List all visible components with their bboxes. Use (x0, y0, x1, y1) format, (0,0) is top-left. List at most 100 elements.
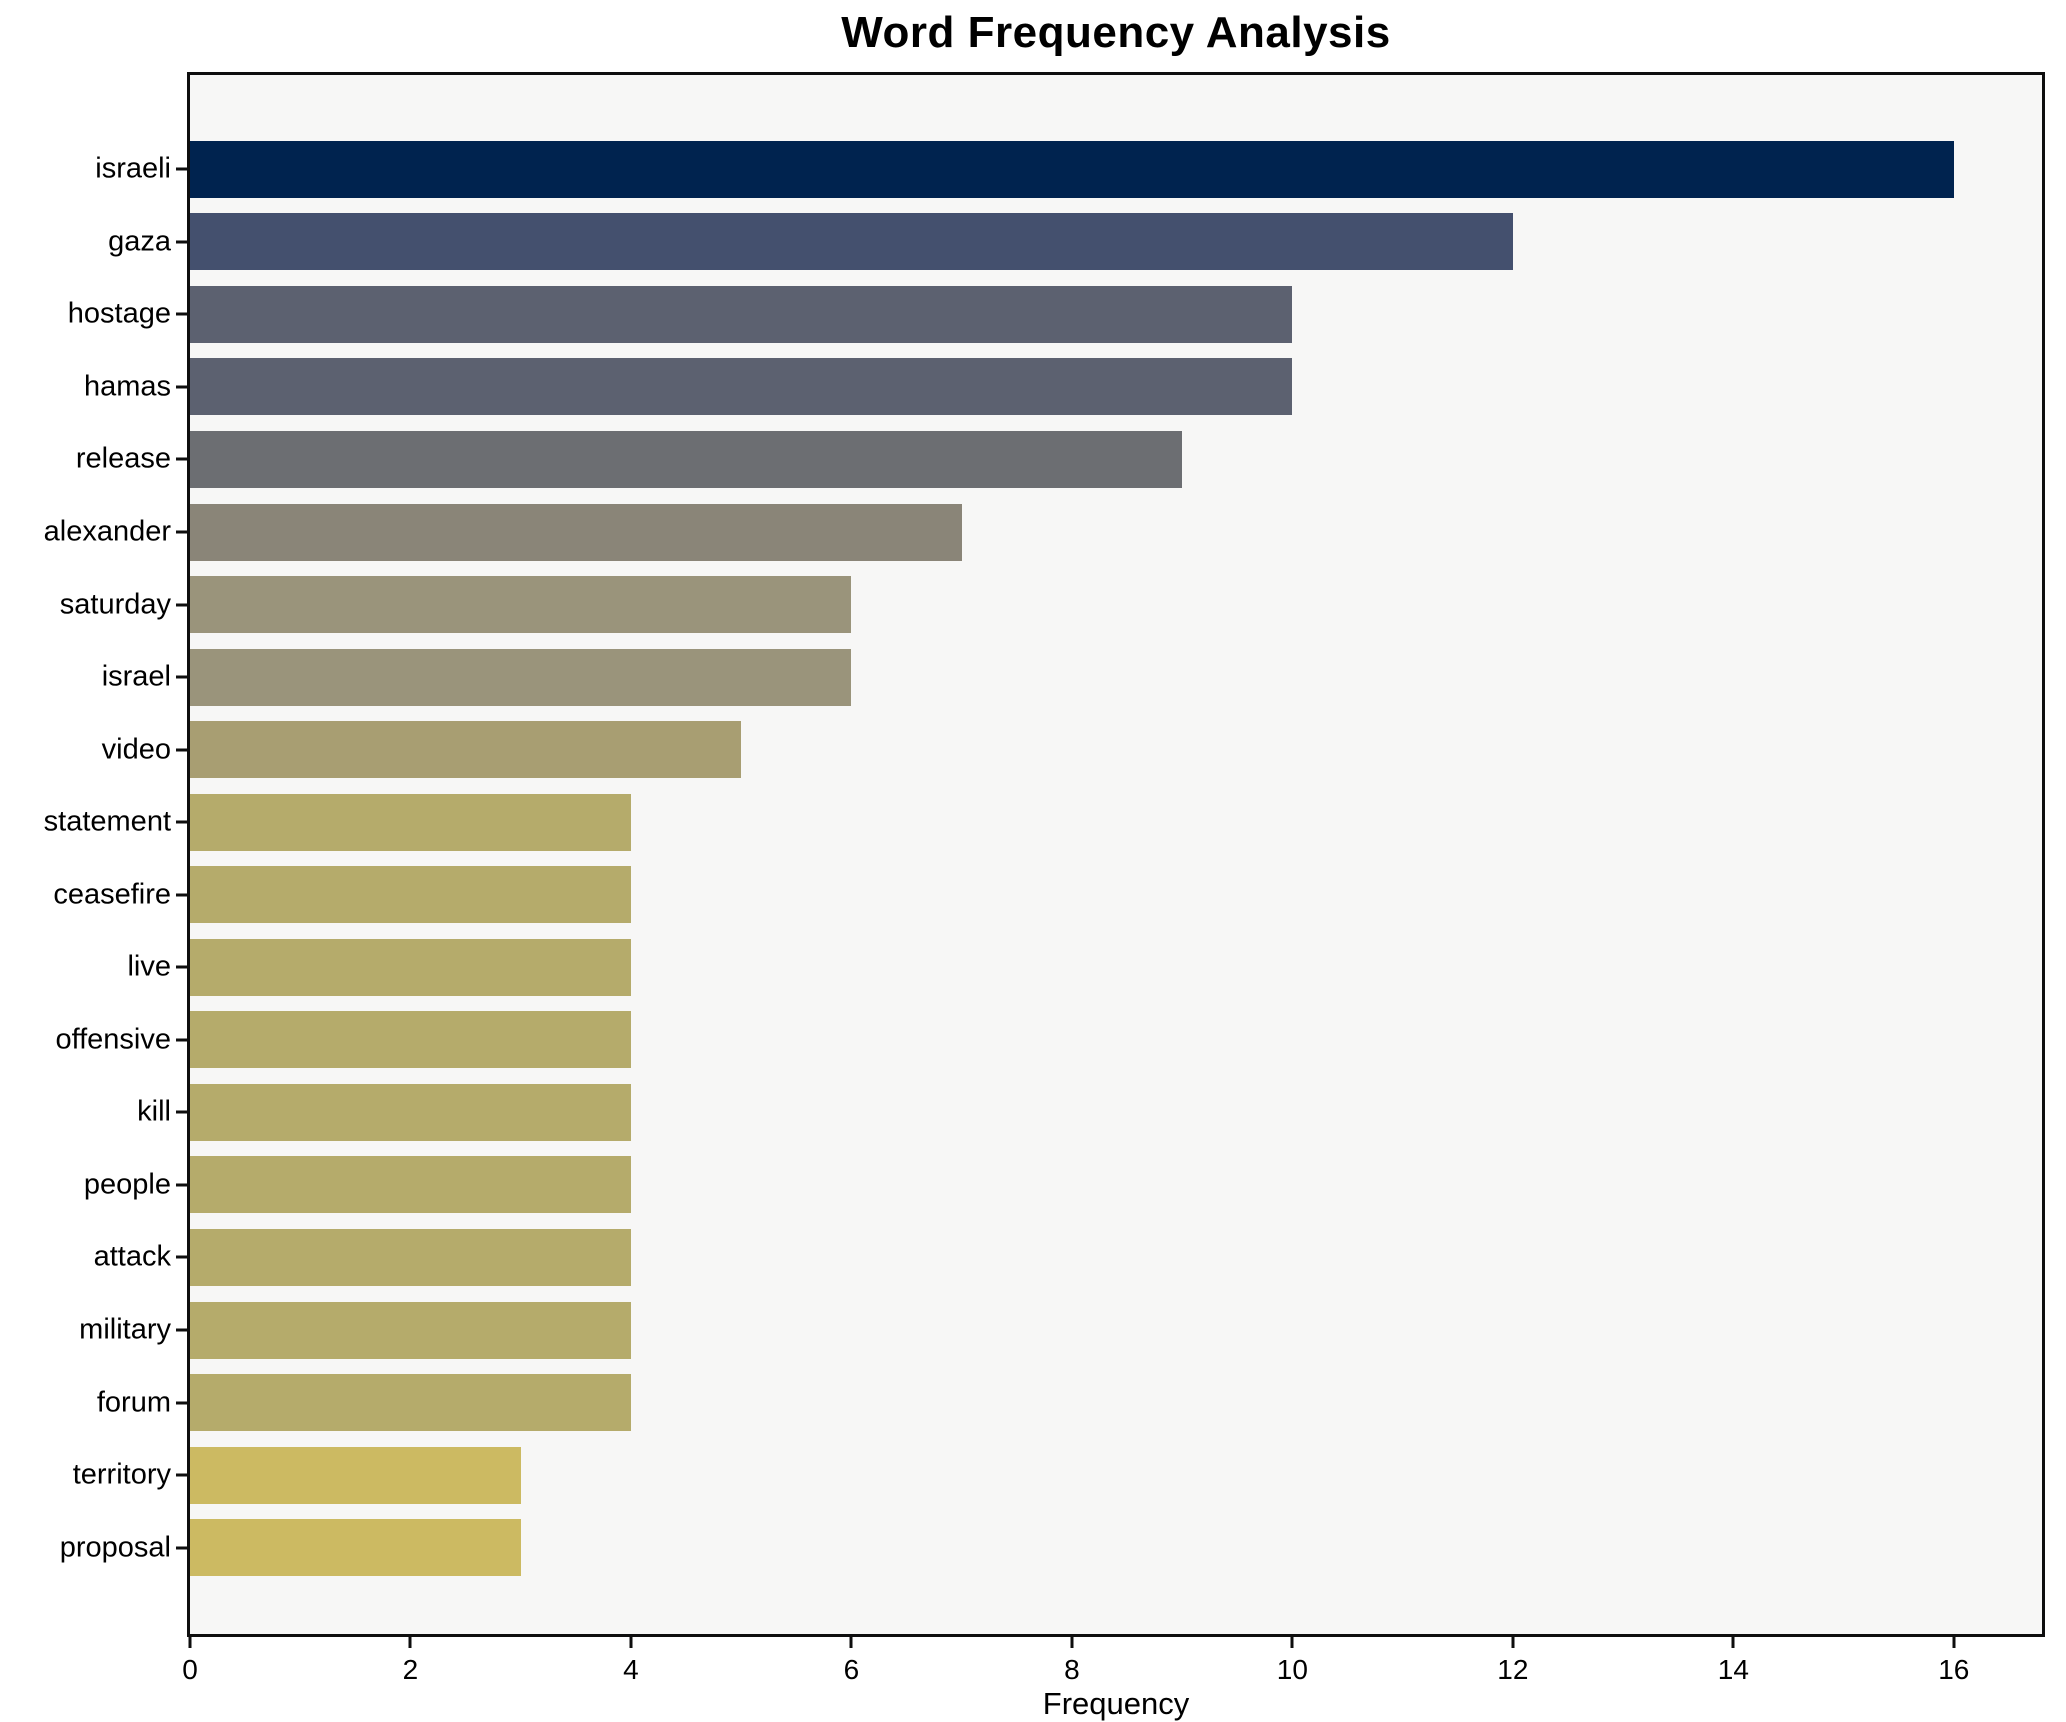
y-tick-label-military: military (79, 1313, 171, 1346)
bar-attack (190, 1228, 631, 1286)
y-tick-mark (176, 167, 187, 171)
bar-row-proposal: proposal (60, 1511, 2042, 1584)
bar-row-saturday: saturday (60, 568, 2042, 641)
bar-row-offensive: offensive (55, 1004, 2042, 1077)
x-tick-label-16: 16 (1938, 1654, 1970, 1685)
bar-statement (190, 793, 631, 851)
bar-ceasefire (190, 866, 631, 924)
bar-row-live: live (127, 931, 2042, 1004)
y-tick-label-forum: forum (96, 1386, 171, 1419)
bar-hostage (190, 285, 1293, 343)
y-tick-label-ceasefire: ceasefire (53, 878, 171, 911)
bar-alexander (190, 503, 962, 561)
bar-proposal (190, 1519, 521, 1577)
bar-row-israel: israel (102, 641, 2042, 714)
y-tick-mark (176, 965, 187, 969)
bar-rows: israeli gaza hostage hamas release alexander s… (44, 75, 2042, 1634)
bar-row-hostage: hostage (68, 278, 2042, 351)
bar-people (190, 1156, 631, 1214)
y-tick-label-alexander: alexander (43, 515, 171, 548)
y-tick-mark (176, 1110, 187, 1114)
y-tick-label-territory: territory (72, 1458, 171, 1491)
bar-territory (190, 1446, 521, 1504)
bar-hamas (190, 358, 1293, 416)
x-tick-label-0: 0 (182, 1654, 198, 1685)
y-tick-label-saturday: saturday (59, 588, 171, 621)
bar-row-release: release (76, 423, 2042, 496)
y-tick-label-people: people (83, 1168, 171, 1201)
x-tick-label-2: 2 (402, 1654, 419, 1685)
bar-row-military: military (79, 1294, 2042, 1367)
y-tick-mark (176, 603, 187, 607)
bar-kill (190, 1083, 631, 1141)
bar-row-gaza: gaza (108, 206, 2042, 279)
x-tick-mark-12 (1511, 1637, 1515, 1648)
y-tick-mark (176, 312, 187, 316)
bar-row-people: people (84, 1149, 2042, 1222)
y-tick-label-hamas: hamas (83, 370, 171, 403)
bar-saturday (190, 576, 852, 634)
y-tick-mark (176, 1546, 187, 1550)
bar-israeli (190, 140, 1954, 198)
bar-row-video: video (102, 713, 2042, 786)
y-tick-mark (176, 240, 187, 244)
x-tick-label-14: 14 (1717, 1654, 1749, 1685)
bar-offensive (190, 1011, 631, 1069)
y-tick-mark (176, 893, 187, 897)
y-tick-label-live: live (127, 950, 171, 983)
bar-row-israeli: israeli (95, 133, 2042, 206)
y-tick-label-gaza: gaza (108, 225, 171, 258)
y-tick-label-attack: attack (93, 1240, 171, 1273)
y-tick-label-video: video (101, 733, 171, 766)
y-tick-label-israeli: israeli (95, 152, 171, 185)
x-tick-mark-2 (408, 1637, 412, 1648)
y-tick-label-proposal: proposal (59, 1531, 171, 1564)
x-tick-mark-8 (1070, 1637, 1074, 1648)
bar-row-statement: statement (44, 786, 2042, 859)
bar-row-attack: attack (94, 1221, 2042, 1294)
y-tick-mark (176, 1328, 187, 1332)
bar-israel (190, 648, 852, 706)
y-tick-mark (176, 1473, 187, 1477)
y-tick-mark (176, 1038, 187, 1042)
y-tick-label-offensive: offensive (55, 1023, 171, 1056)
y-tick-label-hostage: hostage (67, 297, 171, 330)
bar-release (190, 430, 1183, 488)
y-tick-mark (176, 457, 187, 461)
bar-row-territory: territory (73, 1439, 2042, 1512)
x-tick-mark-16 (1952, 1637, 1956, 1648)
y-tick-label-statement: statement (43, 805, 171, 838)
chart-title: Word Frequency Analysis (841, 8, 1391, 57)
plot-area: israeli gaza hostage hamas release alexander s… (44, 72, 2045, 1721)
bar-video (190, 721, 742, 779)
y-tick-mark (176, 530, 187, 534)
x-tick-mark-6 (849, 1637, 853, 1648)
y-tick-mark (176, 1255, 187, 1259)
y-tick-mark (176, 1183, 187, 1187)
bar-row-forum: forum (97, 1366, 2042, 1439)
bar-row-ceasefire: ceasefire (53, 858, 2042, 931)
y-tick-mark (176, 820, 187, 824)
y-tick-label-kill: kill (137, 1095, 171, 1128)
bar-forum (190, 1374, 631, 1432)
bar-military (190, 1301, 631, 1359)
y-tick-mark (176, 385, 187, 389)
y-tick-label-israel: israel (101, 660, 171, 693)
y-tick-mark (176, 675, 187, 679)
x-tick-mark-0 (188, 1637, 192, 1648)
x-axis-title: Frequency (1042, 1686, 1190, 1721)
bar-row-hamas: hamas (84, 351, 2042, 424)
x-tick-label-6: 6 (843, 1654, 860, 1685)
x-tick-label-12: 12 (1497, 1654, 1529, 1685)
bar-gaza (190, 213, 1513, 271)
y-tick-mark (176, 1401, 187, 1405)
bar-row-kill: kill (137, 1076, 2042, 1149)
x-tick-label-8: 8 (1064, 1654, 1080, 1685)
y-tick-mark (176, 748, 187, 752)
x-tick-label-10: 10 (1276, 1654, 1308, 1685)
bar-row-alexander: alexander (44, 496, 2042, 569)
x-tick-mark-14 (1731, 1637, 1735, 1648)
x-tick-mark-4 (629, 1637, 633, 1648)
x-tick-mark-10 (1290, 1637, 1294, 1648)
